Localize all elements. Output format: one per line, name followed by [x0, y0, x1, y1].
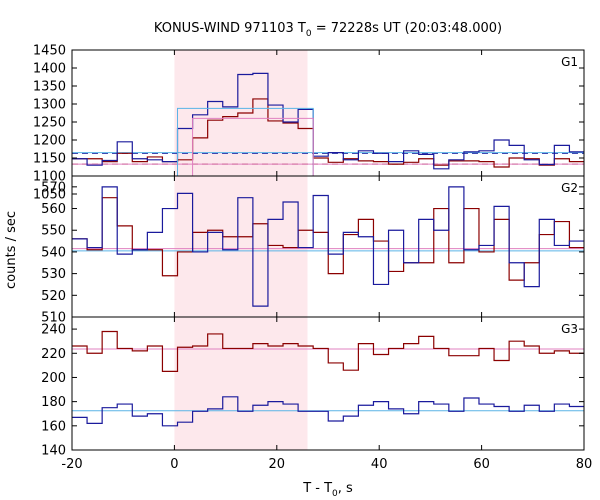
chart-title: KONUS-WIND 971103 T0 = 72228s UT (20:03:… [154, 21, 502, 39]
x-axis-label: T - T0, s [302, 481, 353, 499]
panel-g3-ytick-label: 240 [41, 323, 66, 338]
panel-g3-ytick-label: 160 [41, 419, 66, 434]
panel-g2-label: G2 [561, 181, 578, 195]
y-axis-label: counts / sec [4, 211, 19, 289]
panel-g1-ytick-label: 1350 [33, 80, 66, 95]
x-tick-label: 80 [576, 457, 593, 472]
panel-g1-ytick-label: 1150 [33, 152, 66, 167]
panel-g1: 1050 1100 1150 1200 1250 1300 1350 1400 1450 G1 [33, 44, 585, 203]
panel-g3-ytick-label: 180 [41, 395, 66, 410]
panel-g2-ytick-label: 520 [41, 289, 66, 304]
x-tick-label: -20 [61, 457, 82, 472]
panel-g1-red-mean-burst-step [192, 117, 314, 176]
panel-g1-ytick-label: 1400 [33, 62, 66, 77]
panel-g3-ytick-label: 200 [41, 371, 66, 386]
panel-g1-ytick-label: 1100 [33, 170, 66, 185]
x-tick-label: 40 [371, 457, 388, 472]
panel-g1-label: G1 [561, 55, 578, 69]
panel-g2-red-series [72, 197, 584, 281]
panel-g3-blue-series [72, 396, 584, 427]
panel-g2-ytick-label: 530 [41, 267, 66, 282]
panel-g2-blue-series [72, 186, 584, 307]
panel-g3-ytick-label: 220 [41, 347, 66, 362]
panel-g3-ytick-label: 140 [41, 444, 66, 459]
x-tick-label: 20 [269, 457, 286, 472]
panel-g1-blue-series [72, 72, 584, 170]
panel-g1-series-group [72, 72, 584, 176]
panel-g3-red-series [72, 330, 584, 373]
panel-g2-ytick-label: 550 [41, 224, 66, 239]
panel-g1-ytick-label: 1050 [33, 188, 66, 203]
panel-g3-frame [71, 316, 585, 451]
x-tick-label: 0 [170, 457, 178, 472]
panel-g2-ytick-label: 570 [41, 180, 66, 195]
highlight-interval [174, 50, 308, 450]
panel-g1-ytick-label: 1250 [33, 116, 66, 131]
panel-g2-ytick-label: 560 [41, 202, 66, 217]
panel-g1-ytick-label: 1300 [33, 98, 66, 113]
panel-g3-label: G3 [561, 322, 578, 336]
panel-g2: 510 520 530 540 550 560 570 G2 [41, 175, 585, 326]
panel-g2-ytick-label: 540 [41, 245, 66, 260]
panel-g2-series-group [72, 186, 584, 307]
x-tick-label: 60 [473, 457, 490, 472]
panel-g1-ytick-label: 1450 [33, 44, 66, 59]
panel-g3-series-group [72, 330, 584, 427]
plot-area: 105011001150120012501300135014001450G151… [33, 44, 592, 473]
panel-g1-ytick-label: 1200 [33, 134, 66, 149]
panel-g2-ytick-label: 510 [41, 311, 66, 326]
panel-g3: 140 160 180 200 220 240 G3 [41, 316, 585, 459]
